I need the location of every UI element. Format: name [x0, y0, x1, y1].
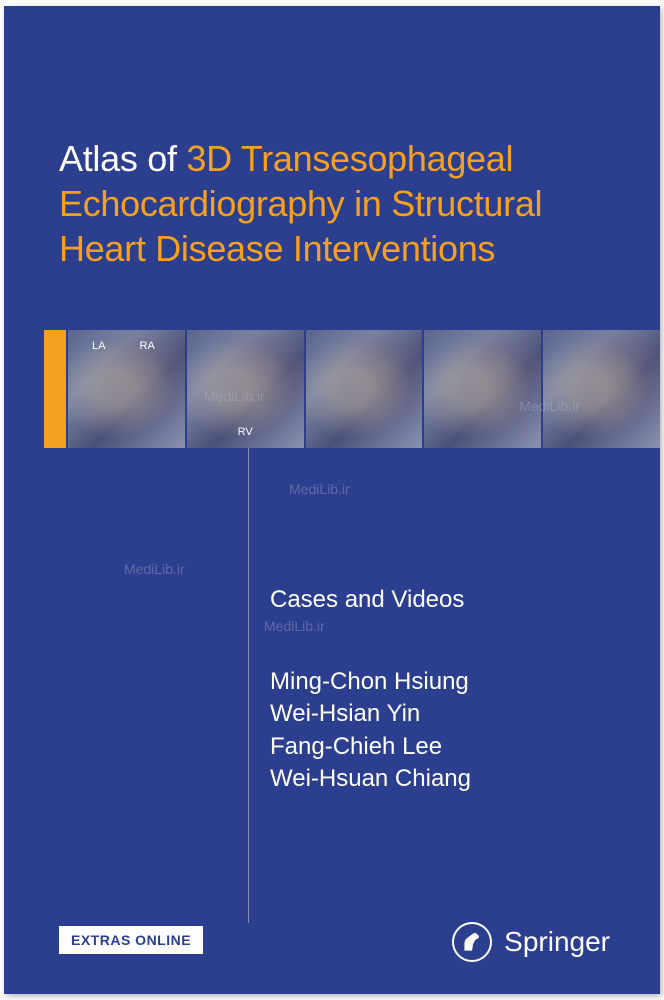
- watermark-text: MediLib.ir: [519, 398, 580, 414]
- springer-horse-icon: [452, 922, 492, 962]
- author-name: Wei-Hsian Yin: [270, 698, 471, 730]
- extras-online-badge: EXTRAS ONLINE: [59, 926, 203, 954]
- anatomy-label-ra: RA: [140, 340, 155, 352]
- echo-thumbnail: [306, 330, 423, 448]
- echo-thumbnail: [543, 330, 660, 448]
- anatomy-label-rv: RV: [238, 426, 253, 438]
- subtitle: Cases and Videos: [270, 586, 464, 614]
- accent-bar: [44, 330, 66, 448]
- watermark-text: MediLib.ir: [204, 388, 265, 404]
- watermark-text: MediLib.ir: [124, 561, 185, 577]
- watermark-text: MediLib.ir: [289, 481, 350, 497]
- vertical-divider: [248, 448, 249, 923]
- strip-images-row: LA RA RV: [68, 330, 660, 448]
- echo-image-strip: LA RA RV: [4, 330, 660, 448]
- watermark-text: MediLib.ir: [264, 618, 325, 634]
- echo-thumbnail: LA RA: [68, 330, 185, 448]
- horse-svg: [459, 929, 485, 955]
- publisher-name: Springer: [504, 926, 610, 958]
- book-title: Atlas of 3D Transesophageal Echocardiogr…: [59, 136, 620, 271]
- author-name: Ming-Chon Hsiung: [270, 666, 471, 698]
- echo-thumbnail: [424, 330, 541, 448]
- anatomy-label-la: LA: [92, 340, 105, 352]
- author-name: Fang-Chieh Lee: [270, 731, 471, 763]
- title-prefix: Atlas of: [59, 138, 186, 179]
- author-name: Wei-Hsuan Chiang: [270, 763, 471, 795]
- publisher-block: Springer: [452, 922, 610, 962]
- book-cover: Atlas of 3D Transesophageal Echocardiogr…: [4, 6, 660, 994]
- authors-list: Ming-Chon Hsiung Wei-Hsian Yin Fang-Chie…: [270, 666, 471, 796]
